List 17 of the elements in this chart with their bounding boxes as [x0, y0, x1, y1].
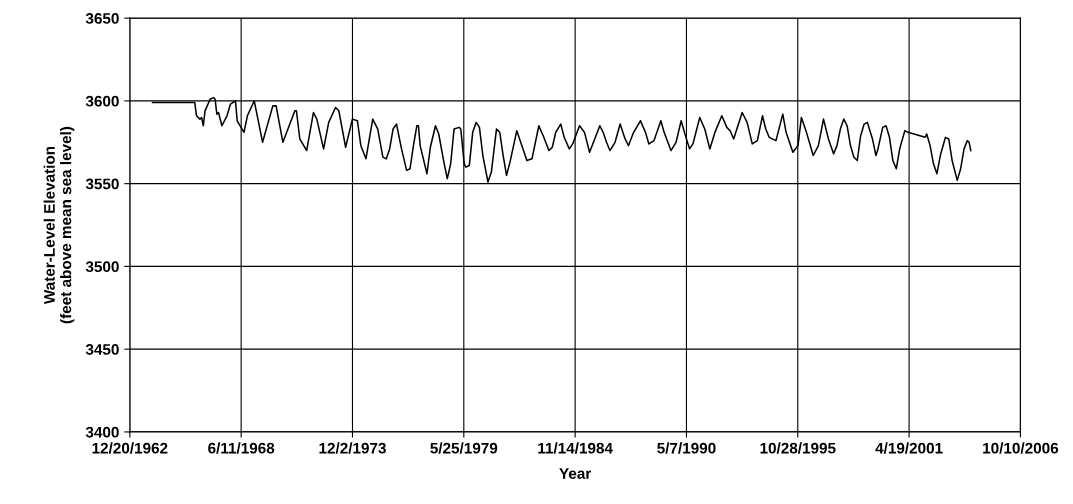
y-tick-label: 3600 — [85, 95, 119, 107]
x-tick-label: 11/14/1984 — [538, 442, 613, 454]
x-tick-label: 5/7/1990 — [657, 442, 716, 454]
y-tick-label: 3450 — [85, 344, 119, 355]
y-axis-title: Water-Level Elevation (feet above mean sea level) — [43, 126, 75, 324]
y-tick-label: 3650 — [85, 13, 119, 24]
y-tick-label: 3400 — [85, 426, 119, 438]
x-tick-label: 10/10/2006 — [983, 442, 1059, 454]
x-axis-title: Year — [559, 468, 592, 479]
x-tick-label: 6/11/1968 — [208, 442, 275, 454]
x-tick-label: 12/20/1962 — [92, 442, 168, 454]
x-tick-label: 5/25/1979 — [430, 442, 498, 454]
y-tick-label: 3500 — [85, 261, 119, 273]
x-tick-label: 12/2/1973 — [319, 442, 386, 454]
y-tick-label: 3550 — [85, 178, 119, 190]
x-tick-label: 4/19/2001 — [875, 442, 943, 454]
x-tick-label: 10/28/1995 — [760, 442, 836, 454]
